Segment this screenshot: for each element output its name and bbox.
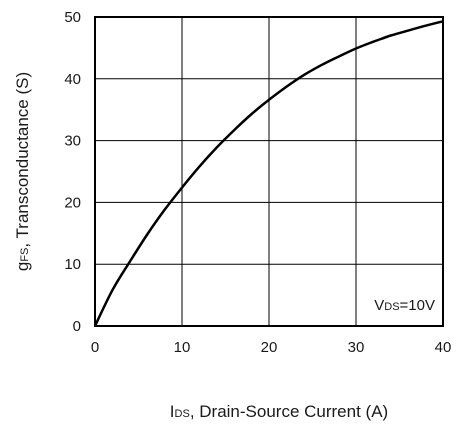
x-axis-label: IDS, Drain-Source Current (A) (170, 402, 388, 421)
x-axis-label-main: I (170, 402, 175, 421)
grid-lines (95, 17, 443, 326)
annotation-main: V (374, 297, 384, 314)
annotation-rest: =10V (400, 297, 435, 314)
x-tick-label: 40 (435, 339, 452, 356)
annotation-sub: DS (384, 301, 399, 313)
y-axis-label-sub: FS (19, 248, 31, 262)
x-axis-label-rest: , Drain-Source Current (A) (190, 402, 388, 421)
x-tick-label: 0 (91, 339, 99, 356)
y-tick-label: 20 (64, 194, 81, 211)
y-tick-label: 50 (64, 9, 81, 26)
y-tick-label: 40 (64, 71, 81, 88)
x-axis-label-sub: DS (175, 408, 190, 420)
vds-annotation: VDS=10V (374, 297, 435, 314)
y-tick-labels: 0 10 20 30 40 50 (64, 9, 81, 335)
x-tick-label: 30 (348, 339, 365, 356)
y-axis-label-rest: , Transconductance (S) (13, 72, 32, 248)
y-tick-label: 0 (73, 318, 81, 335)
y-axis-label-main: g (13, 262, 32, 271)
y-tick-label: 10 (64, 256, 81, 273)
x-tick-label: 10 (174, 339, 191, 356)
plot-frame (94, 16, 444, 327)
x-tick-label: 20 (261, 339, 278, 356)
x-tick-labels: 0 10 20 30 40 (91, 339, 452, 356)
y-tick-label: 30 (64, 133, 81, 150)
series-line (93, 20, 444, 327)
y-axis-label: gFS, Transconductance (S) (13, 72, 32, 271)
